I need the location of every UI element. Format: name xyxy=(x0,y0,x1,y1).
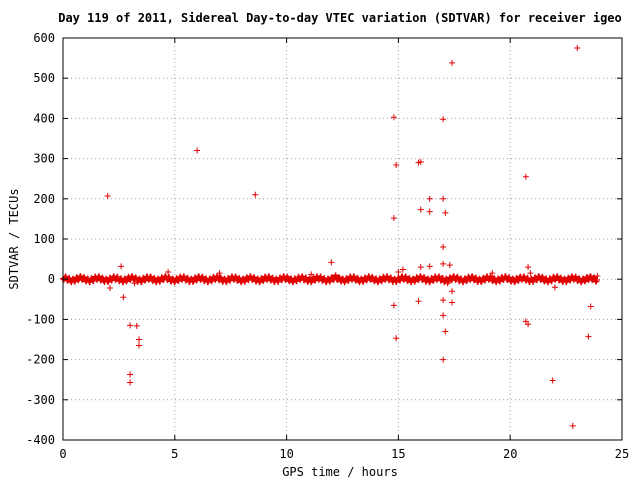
y-tick-label: 400 xyxy=(33,111,55,125)
data-point xyxy=(426,195,433,202)
data-point xyxy=(594,272,601,279)
data-point xyxy=(131,280,138,287)
data-point xyxy=(440,356,447,363)
data-point xyxy=(440,195,447,202)
data-point xyxy=(395,268,402,275)
data-point xyxy=(489,270,496,277)
data-point xyxy=(449,299,456,306)
grid-lines xyxy=(63,38,622,440)
data-point xyxy=(399,266,406,273)
data-point xyxy=(440,297,447,304)
data-point xyxy=(308,271,315,278)
y-tick-label: -100 xyxy=(26,312,55,326)
y-tick-label: 300 xyxy=(33,152,55,166)
data-point xyxy=(446,262,453,269)
data-point xyxy=(136,342,143,349)
x-axis-label: GPS time / hours xyxy=(282,465,398,479)
data-point xyxy=(120,294,127,301)
data-point xyxy=(587,303,594,310)
data-band xyxy=(60,272,600,286)
x-tick-label: 25 xyxy=(615,447,629,461)
y-tick-label: -300 xyxy=(26,393,55,407)
data-point xyxy=(426,263,433,270)
data-point xyxy=(393,162,400,169)
data-point xyxy=(442,328,449,335)
data-point xyxy=(118,263,125,270)
data-point xyxy=(417,206,424,213)
data-point xyxy=(417,158,424,165)
data-point xyxy=(252,191,259,198)
data-point xyxy=(127,379,134,386)
data-point xyxy=(328,259,335,266)
y-tick-label: 100 xyxy=(33,232,55,246)
y-tick-label: -200 xyxy=(26,353,55,367)
x-tick-label: 20 xyxy=(503,447,517,461)
data-point xyxy=(426,208,433,215)
data-point xyxy=(569,422,576,429)
data-point xyxy=(393,335,400,342)
axis-ticks xyxy=(62,37,623,441)
x-tick-label: 5 xyxy=(171,447,178,461)
data-point xyxy=(527,270,534,277)
data-point xyxy=(390,114,397,121)
data-point xyxy=(440,312,447,319)
data-point xyxy=(549,377,556,384)
data-point xyxy=(440,260,447,267)
x-tick-label: 10 xyxy=(279,447,293,461)
data-points xyxy=(104,45,601,429)
x-tick-labels: 0 5 10 15 20 25 xyxy=(59,447,629,461)
data-point xyxy=(440,116,447,123)
data-point xyxy=(415,298,422,305)
data-point xyxy=(574,45,581,52)
data-point xyxy=(104,192,111,199)
y-tick-labels: 600 500 400 300 200 100 0 -100 -200 -300 -400 xyxy=(26,31,55,447)
plot-frame xyxy=(62,37,623,441)
data-point xyxy=(390,215,397,222)
data-band-markers xyxy=(60,272,600,286)
data-point xyxy=(585,333,592,340)
data-point xyxy=(106,285,113,292)
data-point xyxy=(194,147,201,154)
data-point xyxy=(442,209,449,216)
data-point xyxy=(444,280,451,287)
y-tick-label: -400 xyxy=(26,433,55,447)
data-point xyxy=(216,270,223,277)
data-point xyxy=(165,268,172,275)
data-point xyxy=(133,322,140,329)
data-point xyxy=(417,264,424,271)
y-tick-label: 600 xyxy=(33,31,55,45)
data-point xyxy=(127,322,134,329)
data-point xyxy=(551,284,558,291)
data-point xyxy=(390,302,397,309)
y-tick-label: 0 xyxy=(48,272,55,286)
y-axis-label: SDTVAR / TECUs xyxy=(7,188,21,289)
y-tick-label: 200 xyxy=(33,192,55,206)
data-point xyxy=(525,321,532,328)
data-point xyxy=(525,264,532,271)
x-tick-label: 15 xyxy=(391,447,405,461)
chart-title: Day 119 of 2011, Sidereal Day-to-day VTE… xyxy=(58,11,622,25)
data-point xyxy=(449,288,456,295)
data-point xyxy=(332,272,339,279)
y-tick-label: 500 xyxy=(33,71,55,85)
data-point xyxy=(440,244,447,251)
data-point xyxy=(449,59,456,66)
data-point xyxy=(136,336,143,343)
data-point xyxy=(127,371,134,378)
x-tick-label: 0 xyxy=(59,447,66,461)
data-point xyxy=(522,173,529,180)
